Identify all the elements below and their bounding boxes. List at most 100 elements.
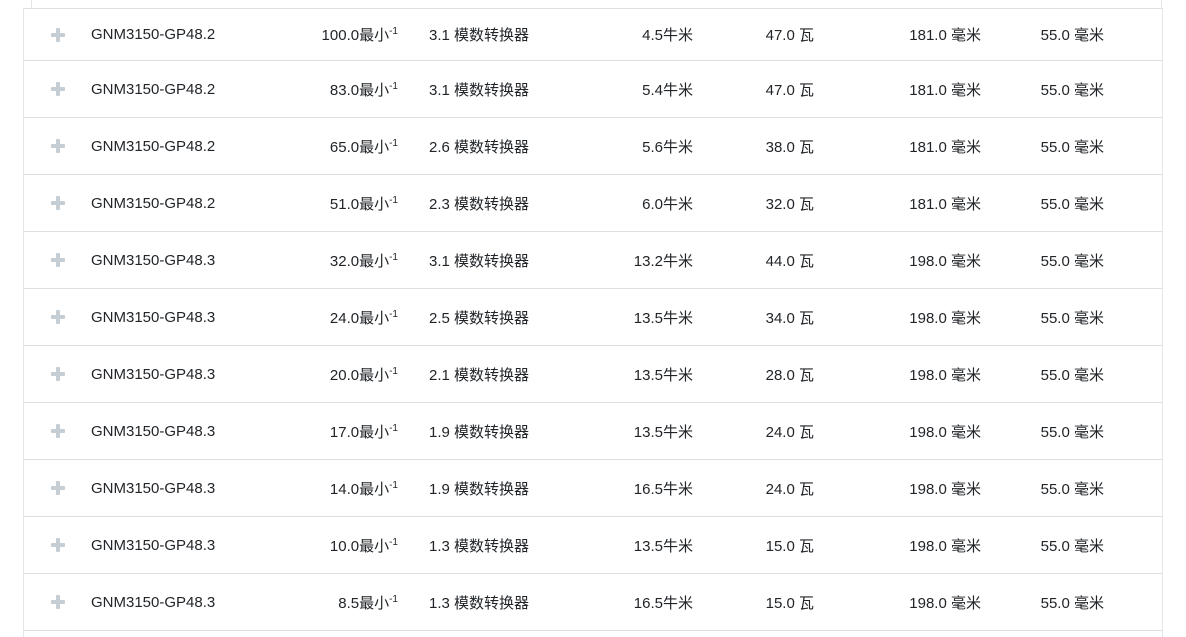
ratio-value: 2.5 模数转换器 bbox=[429, 309, 530, 327]
torque-value: 16.5牛米 bbox=[633, 480, 693, 498]
expand-cell bbox=[24, 27, 91, 42]
speed-value: 8.5最小-1 bbox=[301, 592, 406, 613]
expand-cell bbox=[24, 538, 91, 552]
ratio-value: 3.1 模数转换器 bbox=[429, 81, 530, 99]
table-row[interactable]: GNM3150-GP48.3 20.0最小-1 2.1 模数转换器 13.5牛米… bbox=[24, 346, 1162, 403]
expand-plus-icon[interactable] bbox=[50, 367, 65, 381]
width-value: 55.0 毫米 bbox=[1040, 195, 1104, 213]
power-value: 15.0 瓦 bbox=[765, 537, 814, 555]
power-value: 32.0 瓦 bbox=[765, 195, 814, 213]
length-value: 181.0 毫米 bbox=[909, 27, 981, 44]
expand-cell bbox=[24, 139, 91, 153]
speed-text: 20.0最小 bbox=[329, 366, 390, 384]
length-value: 198.0 毫米 bbox=[909, 309, 981, 327]
product-name: GNM3150-GP48.3 bbox=[91, 365, 216, 383]
torque-value: 5.4牛米 bbox=[642, 81, 693, 99]
table-row[interactable]: GNM3150-GP48.2 51.0最小-1 2.3 模数转换器 6.0牛米 … bbox=[24, 175, 1162, 232]
length-value: 198.0 毫米 bbox=[909, 423, 981, 441]
speed-text: 17.0最小 bbox=[329, 423, 390, 441]
product-name: GNM3150-GP48.3 bbox=[91, 536, 216, 554]
speed-text: 14.0最小 bbox=[329, 480, 390, 498]
width-value: 55.0 毫米 bbox=[1040, 537, 1104, 555]
speed-text: 10.0最小 bbox=[329, 537, 390, 555]
expand-plus-icon[interactable] bbox=[50, 139, 65, 153]
ratio-value: 1.3 模数转换器 bbox=[429, 537, 530, 555]
ratio-value: 3.1 模数转换器 bbox=[429, 252, 530, 270]
expand-plus-icon[interactable] bbox=[50, 196, 65, 210]
torque-value: 16.5牛米 bbox=[633, 594, 693, 612]
width-value: 55.0 毫米 bbox=[1040, 423, 1104, 441]
width-value: 55.0 毫米 bbox=[1040, 480, 1104, 498]
table-row[interactable]: GNM3150-GP48.2 65.0最小-1 2.6 模数转换器 5.6牛米 … bbox=[24, 118, 1162, 175]
speed-value: 14.0最小-1 bbox=[301, 478, 406, 499]
table-row[interactable]: GNM3150-GP48.3 24.0最小-1 2.5 模数转换器 13.5牛米… bbox=[24, 289, 1162, 346]
ratio-value: 1.3 模数转换器 bbox=[429, 594, 530, 612]
speed-exponent: -1 bbox=[389, 137, 398, 149]
table-row[interactable]: GNM3150-GP48.2 83.0最小-1 3.1 模数转换器 5.4牛米 … bbox=[24, 61, 1162, 118]
ratio-value: 3.1 模数转换器 bbox=[429, 27, 530, 44]
table-row[interactable]: GNM3150-GP48.3 17.0最小-1 1.9 模数转换器 13.5牛米… bbox=[24, 403, 1162, 460]
expand-plus-icon[interactable] bbox=[50, 424, 65, 438]
speed-text: 8.5最小 bbox=[338, 594, 390, 612]
expand-plus-icon[interactable] bbox=[50, 481, 65, 495]
speed-text: 83.0最小 bbox=[329, 81, 390, 99]
expand-plus-icon[interactable] bbox=[50, 253, 65, 267]
table-row[interactable]: GNM3150-GP48.2 100.0最小-1 3.1 模数转换器 4.5牛米… bbox=[24, 9, 1162, 61]
speed-value: 83.0最小-1 bbox=[301, 79, 406, 100]
speed-exponent: -1 bbox=[389, 80, 398, 92]
speed-exponent: -1 bbox=[389, 251, 398, 263]
torque-value: 13.5牛米 bbox=[633, 366, 693, 384]
expand-cell bbox=[24, 253, 91, 267]
length-value: 198.0 毫米 bbox=[909, 480, 981, 498]
speed-exponent: -1 bbox=[389, 194, 398, 206]
ratio-value: 2.6 模数转换器 bbox=[429, 138, 530, 156]
speed-exponent: -1 bbox=[389, 26, 398, 37]
expand-cell bbox=[24, 424, 91, 438]
torque-value: 4.5牛米 bbox=[642, 27, 693, 44]
product-name: GNM3150-GP48.2 bbox=[91, 194, 216, 212]
width-value: 55.0 毫米 bbox=[1040, 27, 1104, 44]
width-value: 55.0 毫米 bbox=[1040, 366, 1104, 384]
width-value: 55.0 毫米 bbox=[1040, 138, 1104, 156]
expand-plus-icon[interactable] bbox=[50, 538, 65, 552]
width-value: 55.0 毫米 bbox=[1040, 309, 1104, 327]
expand-cell bbox=[24, 367, 91, 381]
ratio-value: 2.3 模数转换器 bbox=[429, 195, 530, 213]
cutoff-row-below bbox=[24, 631, 1162, 637]
torque-value: 5.6牛米 bbox=[642, 138, 693, 156]
power-value: 38.0 瓦 bbox=[765, 138, 814, 156]
table-row[interactable]: GNM3150-GP48.3 32.0最小-1 3.1 模数转换器 13.2牛米… bbox=[24, 232, 1162, 289]
length-value: 198.0 毫米 bbox=[909, 594, 981, 612]
product-name: GNM3150-GP48.3 bbox=[91, 308, 216, 326]
power-value: 24.0 瓦 bbox=[765, 423, 814, 441]
expand-cell bbox=[24, 196, 91, 210]
expand-plus-icon[interactable] bbox=[50, 27, 65, 42]
product-name: GNM3150-GP48.2 bbox=[91, 137, 216, 155]
power-value: 24.0 瓦 bbox=[765, 480, 814, 498]
table-row[interactable]: GNM3150-GP48.3 14.0最小-1 1.9 模数转换器 16.5牛米… bbox=[24, 460, 1162, 517]
speed-value: 24.0最小-1 bbox=[301, 307, 406, 328]
speed-exponent: -1 bbox=[389, 422, 398, 434]
length-value: 198.0 毫米 bbox=[909, 252, 981, 270]
expand-cell bbox=[24, 82, 91, 96]
torque-value: 13.5牛米 bbox=[633, 537, 693, 555]
expand-plus-icon[interactable] bbox=[50, 310, 65, 324]
power-value: 44.0 瓦 bbox=[765, 252, 814, 270]
speed-exponent: -1 bbox=[389, 308, 398, 320]
table-row[interactable]: GNM3150-GP48.3 10.0最小-1 1.3 模数转换器 13.5牛米… bbox=[24, 517, 1162, 574]
power-value: 15.0 瓦 bbox=[765, 594, 814, 612]
length-value: 198.0 毫米 bbox=[909, 366, 981, 384]
speed-value: 20.0最小-1 bbox=[301, 364, 406, 385]
expand-cell bbox=[24, 310, 91, 324]
speed-value: 51.0最小-1 bbox=[301, 193, 406, 214]
product-spec-table: GNM3150-GP48.2 100.0最小-1 3.1 模数转换器 4.5牛米… bbox=[23, 8, 1163, 637]
length-value: 198.0 毫米 bbox=[909, 537, 981, 555]
table-row[interactable]: GNM3150-GP48.3 8.5最小-1 1.3 模数转换器 16.5牛米 … bbox=[24, 574, 1162, 631]
torque-value: 13.5牛米 bbox=[633, 423, 693, 441]
torque-value: 13.2牛米 bbox=[633, 252, 693, 270]
product-name: GNM3150-GP48.3 bbox=[91, 593, 216, 611]
product-name: GNM3150-GP48.3 bbox=[91, 251, 216, 269]
expand-plus-icon[interactable] bbox=[50, 82, 65, 96]
expand-plus-icon[interactable] bbox=[50, 595, 65, 609]
